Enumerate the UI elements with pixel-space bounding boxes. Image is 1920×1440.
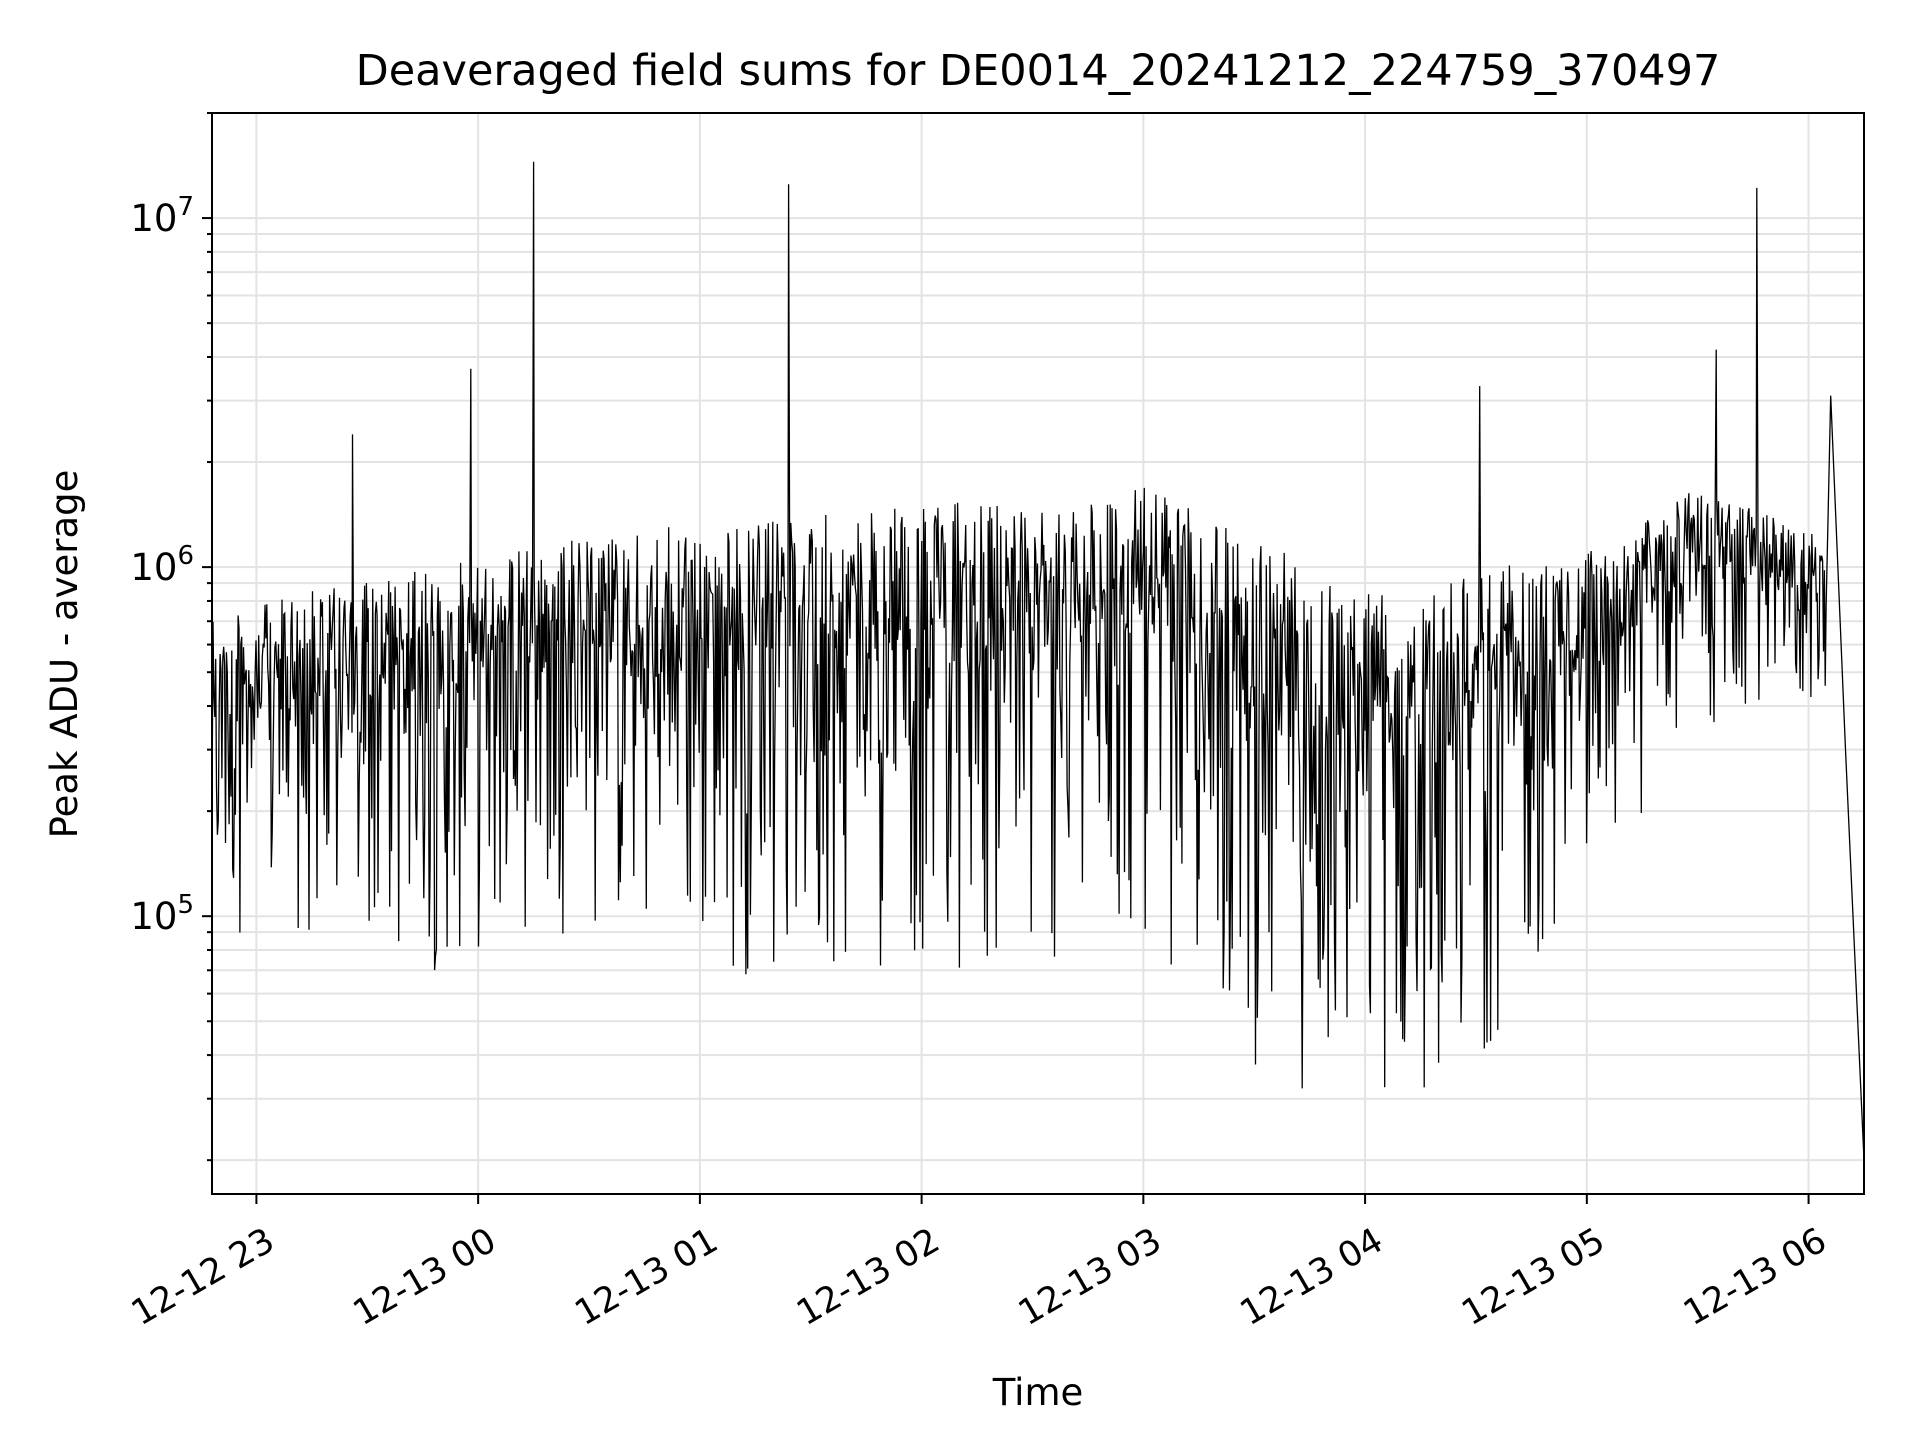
y-axis-label: Peak ADU - average [43, 470, 86, 839]
plot-frame [211, 112, 1865, 1195]
y-tick-label: 105 [130, 890, 194, 938]
series-line [211, 161, 1865, 1161]
x-axis-label: Time [992, 1371, 1084, 1414]
y-axis: 105 106 107 [130, 112, 212, 1162]
y-tick-label: 106 [130, 541, 194, 589]
chart-title: Deaveraged field sums for DE0014_2024121… [356, 46, 1721, 96]
data-line [211, 161, 1865, 1161]
y-tick-label: 107 [130, 192, 194, 240]
